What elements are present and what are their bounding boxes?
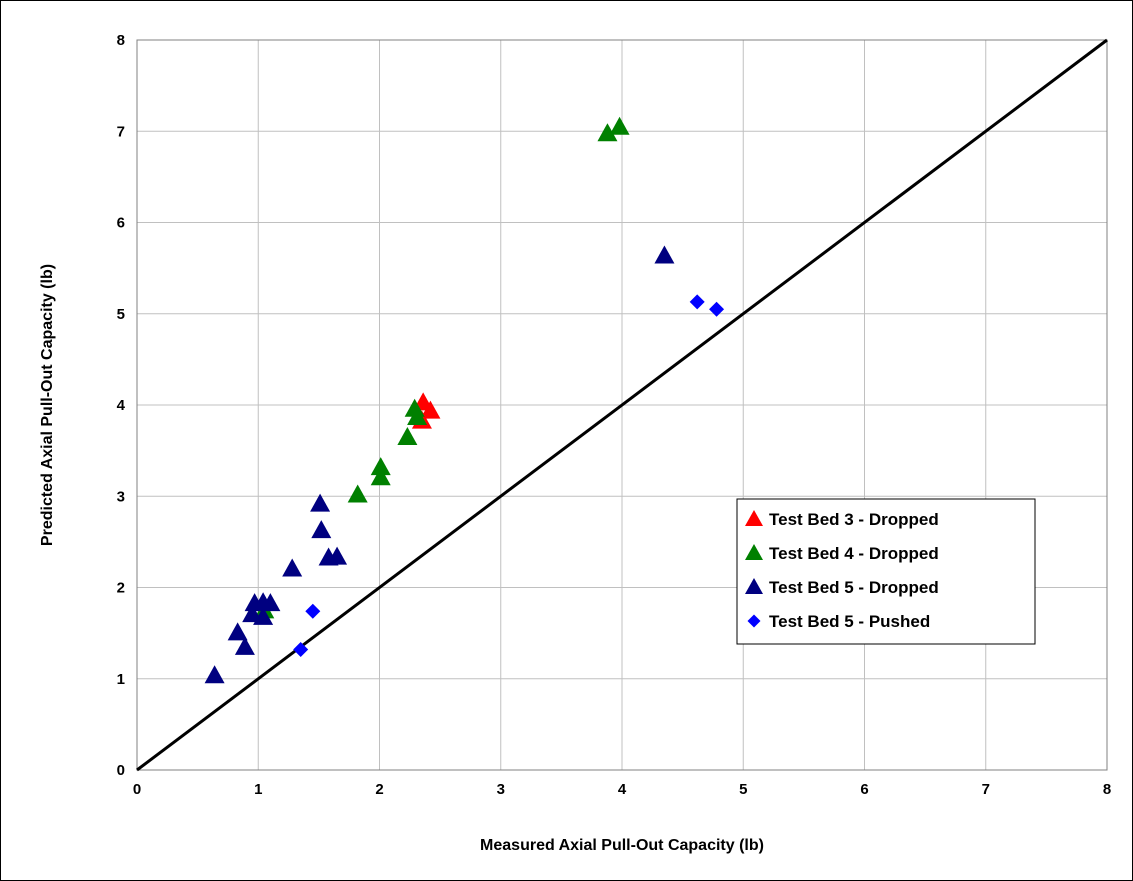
x-tick-label: 8 [1103, 781, 1111, 798]
y-tick-label: 0 [117, 762, 125, 779]
data-point [397, 427, 418, 446]
data-point [689, 294, 705, 310]
plot-area-border [136, 39, 1108, 771]
legend-marker [747, 614, 761, 628]
y-tick-labels: 0 1 2 3 4 5 6 7 8 [117, 32, 126, 779]
legend-item: Test Bed 3 - Dropped [745, 510, 939, 529]
data-point [305, 603, 321, 619]
y-tick-label: 8 [117, 32, 125, 49]
x-axis-label: Measured Axial Pull-Out Capacity (lb) [480, 837, 764, 854]
data-point [709, 301, 725, 317]
data-point [260, 593, 281, 612]
x-tick-label: 1 [254, 781, 262, 798]
data-point [327, 546, 348, 565]
data-point [234, 636, 255, 655]
x-tick-label: 6 [860, 781, 868, 798]
data-point [253, 606, 274, 625]
x-tick-label: 2 [375, 781, 383, 798]
data-point [310, 493, 331, 512]
data-point [370, 457, 391, 476]
y-tick-label: 2 [117, 580, 125, 597]
data-point [420, 400, 441, 419]
x-tick-label: 0 [133, 781, 141, 798]
legend-marker [745, 510, 763, 526]
data-points [204, 116, 725, 684]
legend-label: Test Bed 4 - Dropped [769, 544, 939, 563]
data-point [282, 558, 303, 577]
data-point [227, 622, 248, 641]
y-tick-label: 1 [117, 671, 125, 688]
legend-item: Test Bed 5 - Pushed [747, 612, 930, 631]
x-tick-label: 7 [982, 781, 990, 798]
legend-box [736, 498, 1036, 645]
data-point [311, 520, 332, 539]
data-point [609, 116, 630, 135]
data-point [370, 467, 391, 486]
x-tick-label: 3 [497, 781, 505, 798]
data-point [204, 665, 225, 684]
legend-item: Test Bed 4 - Dropped [745, 544, 939, 563]
y-tick-label: 5 [117, 306, 125, 323]
legend-marker [745, 578, 763, 594]
legend-label: Test Bed 3 - Dropped [769, 510, 939, 529]
y-tick-label: 4 [117, 397, 126, 414]
y-tick-label: 6 [117, 215, 125, 232]
data-point [597, 123, 618, 142]
y-axis-label: Predicted Axial Pull-Out Capacity (lb) [39, 264, 56, 546]
legend-marker [745, 544, 763, 560]
data-point [293, 642, 309, 658]
y-tick-label: 7 [117, 123, 125, 140]
x-tick-label: 5 [739, 781, 747, 798]
legend-label: Test Bed 5 - Dropped [769, 578, 939, 597]
data-point [654, 245, 675, 264]
x-tick-labels: 0 1 2 3 4 5 6 7 8 [133, 781, 1111, 798]
data-point [407, 406, 428, 425]
data-point [347, 484, 368, 503]
y-tick-label: 3 [117, 488, 125, 505]
legend: Test Bed 3 - Dropped Test Bed 4 - Dropped… [736, 498, 1036, 645]
legend-label: Test Bed 5 - Pushed [769, 612, 930, 631]
x-tick-label: 4 [618, 781, 627, 798]
legend-item: Test Bed 5 - Dropped [745, 578, 939, 597]
